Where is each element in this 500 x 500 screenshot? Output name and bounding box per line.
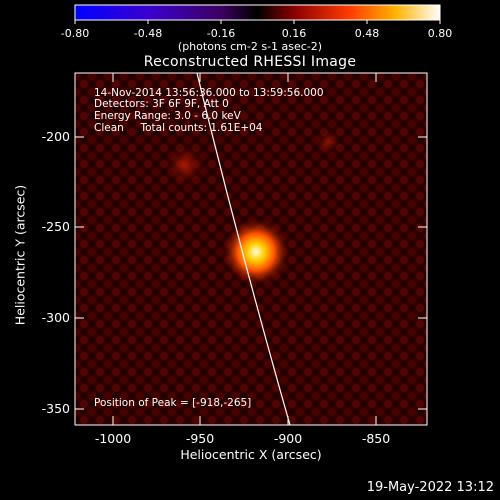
- y-tick-label: -300: [41, 310, 70, 325]
- y-tick-label: -250: [41, 219, 70, 234]
- x-tick-label: -1000: [94, 431, 132, 446]
- x-axis-label: Heliocentric X (arcsec): [180, 447, 322, 462]
- annotation-peak-position: Position of Peak = [-918,-265]: [94, 397, 252, 409]
- colorbar-tick-label: -0.16: [206, 27, 236, 40]
- colorbar-tick-label: 0.48: [354, 27, 380, 40]
- colorbar-unit-label: (photons cm-2 s-1 asec-2): [177, 40, 323, 53]
- annotation-energy-range: Energy Range: 3.0 - 6.0 keV: [94, 110, 241, 122]
- footer-date: 19-May-2022 13:12: [366, 480, 494, 495]
- y-tick-label: -200: [41, 129, 70, 144]
- plot-title: Reconstructed RHESSI Image: [143, 54, 357, 70]
- colorbar-tick-label: -0.80: [60, 27, 90, 40]
- annotation-detectors: Detectors: 3F 6F 9F, Att 0: [94, 98, 229, 110]
- plot-frame: [74, 72, 428, 426]
- image-heatmap: [75, 73, 427, 425]
- solar-limb-line: [196, 73, 291, 425]
- y-ticks: [75, 136, 427, 410]
- colorbar-ticks: [74, 20, 441, 24]
- x-ticks: [112, 73, 377, 425]
- secondary-source: [314, 128, 342, 156]
- x-tick-label: -850: [361, 431, 391, 446]
- y-axis-label: Heliocentric Y (arcsec): [12, 184, 28, 326]
- x-tick-label: -900: [273, 431, 303, 446]
- annotation-time-range: 14-Nov-2014 13:56:36.000 to 13:59:56.000: [94, 87, 324, 99]
- colorbar-tick-label: 0.80: [427, 27, 453, 40]
- y-tick-label: -350: [41, 401, 70, 416]
- colorbar-tick-label: 0.16: [281, 27, 307, 40]
- colorbar-tick-label: -0.48: [133, 27, 163, 40]
- secondary-source: [163, 143, 207, 187]
- peak-source: [222, 218, 290, 286]
- x-tick-label: -950: [185, 431, 215, 446]
- annotation-clean-counts: Clean Total counts: 1.61E+04: [94, 122, 263, 134]
- colorbar: [74, 4, 441, 21]
